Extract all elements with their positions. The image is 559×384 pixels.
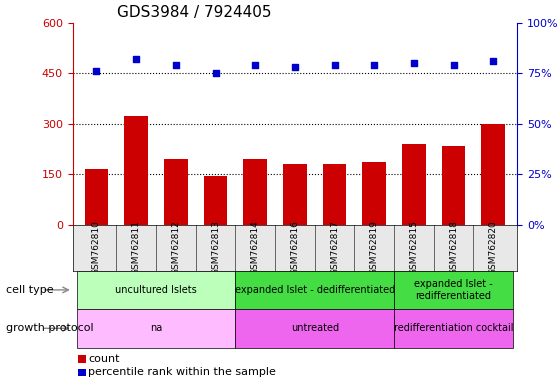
Text: GSM762816: GSM762816 xyxy=(290,220,300,275)
Point xyxy=(369,62,378,68)
Text: growth protocol: growth protocol xyxy=(6,323,93,333)
Bar xyxy=(402,144,426,225)
Point xyxy=(132,56,141,63)
Bar xyxy=(481,124,505,225)
Point xyxy=(330,62,339,68)
Text: cell type: cell type xyxy=(6,285,53,295)
Bar xyxy=(362,162,386,225)
Text: untreated: untreated xyxy=(291,323,339,333)
Point xyxy=(489,58,498,65)
Bar xyxy=(442,146,466,225)
Text: GSM762814: GSM762814 xyxy=(250,220,260,275)
Bar xyxy=(394,309,513,348)
Bar xyxy=(164,159,188,225)
Bar xyxy=(235,271,394,309)
Text: GSM762818: GSM762818 xyxy=(449,220,458,275)
Bar xyxy=(394,271,513,309)
Bar xyxy=(323,164,347,225)
Text: GSM762820: GSM762820 xyxy=(489,220,498,275)
Bar xyxy=(203,176,228,225)
Bar xyxy=(77,309,235,348)
Text: GDS3984 / 7924405: GDS3984 / 7924405 xyxy=(117,5,272,20)
Text: redifferentiation cocktail: redifferentiation cocktail xyxy=(394,323,513,333)
Bar xyxy=(77,271,235,309)
Bar xyxy=(243,159,267,225)
Point xyxy=(251,62,260,68)
Text: GSM762812: GSM762812 xyxy=(172,220,181,275)
Text: percentile rank within the sample: percentile rank within the sample xyxy=(88,367,276,377)
Point xyxy=(92,68,101,74)
Point xyxy=(172,62,181,68)
Text: GSM762811: GSM762811 xyxy=(132,220,141,275)
Text: expanded Islet - dedifferentiated: expanded Islet - dedifferentiated xyxy=(235,285,395,295)
Text: uncultured Islets: uncultured Islets xyxy=(115,285,197,295)
Bar xyxy=(124,116,148,225)
Text: na: na xyxy=(150,323,162,333)
Point xyxy=(449,62,458,68)
Text: GSM762815: GSM762815 xyxy=(409,220,418,275)
Bar xyxy=(235,309,394,348)
Point xyxy=(409,60,418,66)
Text: GSM762817: GSM762817 xyxy=(330,220,339,275)
Point xyxy=(211,70,220,76)
Text: GSM762819: GSM762819 xyxy=(369,220,379,275)
Text: count: count xyxy=(88,354,120,364)
Point xyxy=(291,65,300,71)
Bar xyxy=(84,169,108,225)
Text: expanded Islet -
redifferentiated: expanded Islet - redifferentiated xyxy=(414,279,493,301)
Bar xyxy=(283,164,307,225)
Text: GSM762813: GSM762813 xyxy=(211,220,220,275)
Text: GSM762810: GSM762810 xyxy=(92,220,101,275)
